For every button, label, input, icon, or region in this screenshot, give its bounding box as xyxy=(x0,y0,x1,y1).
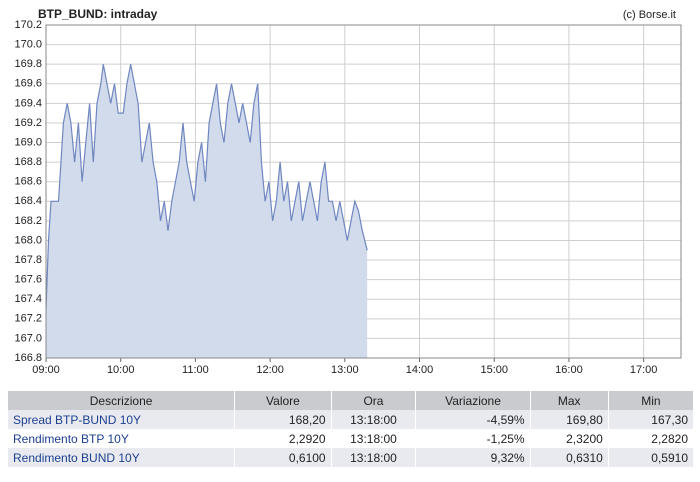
chart-title: BTP_BUND: intraday xyxy=(38,7,158,21)
table-cell: 2,2920 xyxy=(234,429,332,448)
table-cell: 168,20 xyxy=(234,410,332,429)
column-header: Variazione xyxy=(415,391,531,410)
y-tick-label: 168.2 xyxy=(14,215,42,227)
y-tick-label: 169.4 xyxy=(14,97,42,109)
y-tick-label: 167.4 xyxy=(14,293,42,305)
chart: BTP_BUND: intraday (c) Borse.it 166.8 167… xyxy=(14,7,682,376)
y-tick-label: 169.2 xyxy=(14,117,42,129)
row-label: Rendimento BTP 10Y xyxy=(8,429,236,448)
table-cell: 0,6310 xyxy=(530,448,609,467)
copyright: (c) Borse.it xyxy=(623,9,676,21)
row-label: Spread BTP-BUND 10Y xyxy=(8,410,236,429)
x-tick-label: 09:00 xyxy=(32,364,60,376)
plot-frame xyxy=(45,24,682,359)
x-tick-label: 10:00 xyxy=(107,364,135,376)
table-cell: -1,25% xyxy=(415,429,531,448)
table-cell: 13:18:00 xyxy=(331,410,417,429)
table-row: Rendimento BTP 10Y 2,2920 13:18:00 -1,25% 2,… xyxy=(8,429,695,448)
y-tick-label: 167.0 xyxy=(14,332,42,344)
table-cell: -4,59% xyxy=(415,410,531,429)
table-cell: 0,6100 xyxy=(234,448,332,467)
y-tick-label: 168.0 xyxy=(14,234,42,246)
y-tick-label: 168.6 xyxy=(14,176,42,188)
y-tick-label: 167.6 xyxy=(14,274,42,286)
table-row: Spread BTP-BUND 10Y 168,20 13:18:00 -4,59% 1… xyxy=(8,410,695,429)
y-tick-label: 167.2 xyxy=(14,313,42,325)
x-tick-label: 15:00 xyxy=(480,364,508,376)
x-tick-label: 12:00 xyxy=(256,364,284,376)
table-cell: 9,32% xyxy=(415,448,531,467)
x-tick-label: 11:00 xyxy=(182,364,209,376)
table-cell: 169,80 xyxy=(530,410,609,429)
column-header: Ora xyxy=(331,391,417,410)
y-tick-label: 170.0 xyxy=(14,38,42,50)
column-header: Valore xyxy=(234,391,332,410)
line xyxy=(45,64,368,310)
y-tick-label: 170.2 xyxy=(14,19,42,31)
x-tick-label: 16:00 xyxy=(555,364,583,376)
area xyxy=(46,64,368,358)
table-cell: 167,30 xyxy=(608,410,695,429)
x-tick-label: 13:00 xyxy=(331,364,359,376)
y-tick-label: 169.0 xyxy=(14,136,42,148)
summary-table: Descrizione Valore Ora Variazione Max Min Spr… xyxy=(8,391,695,467)
table-cell: 2,3200 xyxy=(530,429,609,448)
y-tick-label: 168.4 xyxy=(14,195,42,207)
table-row: Rendimento BUND 10Y 0,6100 13:18:00 9,32% 0,… xyxy=(8,448,695,467)
row-label: Rendimento BUND 10Y xyxy=(8,448,236,467)
column-header: Min xyxy=(608,391,695,410)
y-tick-label: 166.8 xyxy=(14,352,42,364)
y-tick-label: 169.8 xyxy=(14,58,42,70)
table-cell: 13:18:00 xyxy=(331,429,417,448)
table-cell: 0,5910 xyxy=(608,448,695,467)
y-tick-label: 168.8 xyxy=(14,156,42,168)
y-tick-label: 169.6 xyxy=(14,78,42,90)
x-tick-label: 14:00 xyxy=(406,364,434,376)
column-header: Max xyxy=(530,391,609,410)
y-tick-label: 167.8 xyxy=(14,254,42,266)
x-tick-label: 17:00 xyxy=(630,364,658,376)
table-cell: 2,2820 xyxy=(608,429,695,448)
column-header: Descrizione xyxy=(8,391,236,410)
table-header: Descrizione Valore Ora Variazione Max Min xyxy=(8,391,695,410)
table-cell: 13:18:00 xyxy=(331,448,417,467)
